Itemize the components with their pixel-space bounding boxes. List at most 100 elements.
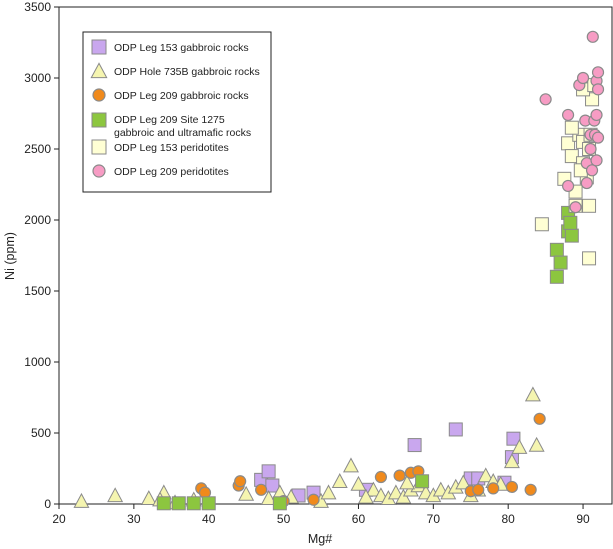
y-tick-label: 3500	[24, 0, 51, 14]
plot-frame	[58, 6, 613, 505]
data-point	[586, 30, 599, 43]
y-tick-label: 3000	[24, 71, 51, 85]
data-point	[539, 93, 552, 106]
legend-entry: ODP Leg 153 peridotites	[114, 142, 229, 154]
data-point	[591, 83, 605, 96]
data-point	[511, 438, 528, 454]
data-point	[561, 108, 575, 122]
data-point	[569, 201, 582, 214]
x-tick-label: 60	[352, 512, 366, 526]
data-point	[387, 484, 404, 500]
x-tick-label: 50	[277, 512, 291, 526]
data-point	[140, 490, 157, 505]
data-point	[201, 496, 216, 511]
data-point	[272, 496, 287, 511]
data-point	[503, 453, 520, 469]
x-tick-label: 70	[427, 512, 441, 526]
data-point	[564, 120, 579, 135]
y-tick-label: 1500	[24, 284, 51, 298]
data-point	[472, 483, 485, 496]
data-point	[505, 480, 519, 494]
data-point	[234, 475, 247, 488]
y-tick-label: 1000	[24, 355, 51, 369]
data-point	[506, 431, 521, 446]
legend-box	[82, 31, 272, 193]
legend-entry: ODP Leg 209 gabbroic rocks	[114, 90, 249, 102]
axes-layer: 20 30 40 50 60 70 80 90 0 500 1000 1500 2000 2500 3000…	[24, 0, 613, 526]
data-point	[561, 179, 575, 193]
data-point	[399, 474, 416, 490]
x-axis-title: Mg#	[308, 532, 332, 546]
y-tick-label: 500	[31, 426, 51, 440]
data-point	[549, 242, 564, 257]
data-point	[585, 164, 599, 177]
series-6	[539, 30, 605, 214]
data-point	[107, 487, 124, 503]
data-point	[357, 488, 374, 504]
data-point	[331, 473, 348, 488]
data-point	[156, 496, 171, 511]
data-point	[528, 436, 545, 452]
data-point	[533, 412, 546, 425]
data-point	[261, 464, 276, 479]
data-point	[591, 66, 605, 79]
data-point	[582, 198, 597, 213]
legend-marker	[92, 88, 106, 102]
data-point	[534, 217, 549, 232]
legend-marker	[92, 164, 106, 178]
y-tick-label: 2000	[24, 213, 51, 227]
data-point	[255, 483, 268, 496]
data-point	[415, 474, 430, 489]
legend-marker	[91, 112, 107, 128]
data-point	[590, 108, 603, 122]
data-point	[553, 255, 568, 270]
x-tick-label: 90	[576, 512, 590, 526]
legend-entry: ODP Leg 209 peridotites	[114, 166, 229, 178]
data-point	[171, 496, 186, 511]
data-point	[186, 496, 201, 511]
data-point	[350, 475, 367, 491]
data-point	[590, 154, 603, 167]
y-tick-label: 2500	[24, 142, 51, 156]
series-2	[73, 386, 545, 510]
data-point	[365, 481, 382, 497]
data-point	[374, 470, 388, 484]
data-point	[584, 142, 597, 156]
data-point	[591, 131, 605, 144]
data-point	[265, 478, 280, 493]
y-axis-title: Ni (ppm)	[3, 232, 17, 280]
data-point	[582, 251, 597, 266]
x-tick-label: 40	[202, 512, 216, 526]
x-tick-label: 20	[52, 512, 66, 526]
data-point	[73, 492, 90, 508]
data-point	[549, 269, 564, 284]
legend-entry: ODP Leg 209 Site 1275 gabbroic and ultram…	[114, 114, 251, 139]
legend-marker	[90, 62, 108, 79]
data-point	[260, 490, 277, 505]
legend: ODP Leg 153 gabbroic rocks ODP Hole 735B …	[82, 31, 272, 193]
data-point	[487, 482, 500, 495]
legend-marker	[91, 39, 107, 55]
data-point	[393, 469, 406, 482]
data-point	[564, 228, 579, 243]
data-point	[563, 215, 578, 230]
legend-entry: ODP Hole 735B gabbroic rocks	[114, 66, 260, 78]
y-tick-label: 0	[44, 497, 51, 511]
data-point	[448, 422, 463, 437]
data-point	[307, 493, 320, 506]
data-point	[407, 438, 422, 453]
data-point	[576, 71, 590, 85]
data-point	[320, 484, 337, 500]
data-point	[455, 474, 472, 490]
legend-marker	[91, 139, 107, 155]
x-tick-label: 30	[127, 512, 141, 526]
data-point	[580, 176, 593, 190]
data-point	[342, 457, 359, 473]
data-point	[524, 483, 537, 496]
legend-entry: ODP Leg 153 gabbroic rocks	[114, 42, 249, 54]
data-point	[238, 485, 255, 501]
data-point	[564, 149, 579, 164]
data-point	[477, 467, 494, 483]
x-tick-label: 80	[502, 512, 516, 526]
